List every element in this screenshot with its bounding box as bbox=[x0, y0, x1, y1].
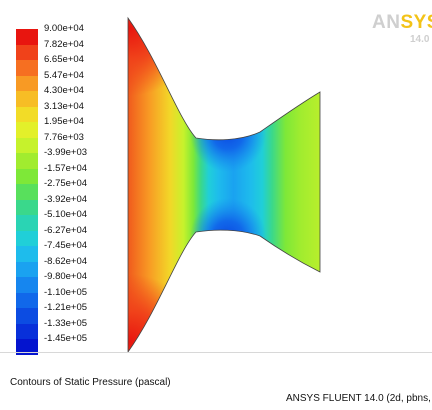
colorbar-tick-label: -1.21e+05 bbox=[44, 302, 88, 313]
colorbar-tick-label: -6.27e+04 bbox=[44, 224, 88, 236]
colorbar-swatch bbox=[16, 199, 38, 215]
colorbar-swatch bbox=[16, 246, 38, 262]
logo-highlight: SYS bbox=[400, 12, 432, 33]
colorbar-tick-label: 7.82e+04 bbox=[44, 38, 84, 50]
colorbar-tick-label: 3.13e+04 bbox=[44, 100, 84, 112]
colorbar-swatch bbox=[16, 106, 38, 122]
logo-prefix: AN bbox=[372, 12, 401, 33]
colorbar-swatch bbox=[16, 29, 38, 45]
colorbar-swatch bbox=[16, 292, 38, 308]
colorbar-swatch bbox=[16, 44, 38, 60]
colorbar-swatch bbox=[16, 308, 38, 324]
ansys-logo: ANSYS 14.0 bbox=[372, 12, 432, 52]
colorbar-swatch bbox=[16, 261, 38, 277]
colorbar-tick-label: 9.00e+04 bbox=[44, 23, 84, 34]
colorbar-tick-label: -3.92e+04 bbox=[44, 193, 88, 205]
solver-info: ANSYS FLUENT 14.0 (2d, pbns, ske) bbox=[286, 393, 432, 404]
colorbar-swatch bbox=[16, 230, 38, 246]
colorbar-tick-label: -1.10e+05 bbox=[44, 286, 88, 298]
colorbar-swatch bbox=[16, 60, 38, 76]
colorbar-tick-label: -2.75e+04 bbox=[44, 178, 88, 189]
colorbar-swatch bbox=[16, 75, 38, 91]
colorbar-swatch bbox=[16, 277, 38, 293]
colorbar-tick-label: -8.62e+04 bbox=[44, 255, 88, 267]
colorbar-swatch bbox=[16, 153, 38, 169]
colorbar-swatch bbox=[16, 91, 38, 107]
colorbar-tick-label: 7.76e+03 bbox=[44, 131, 84, 143]
colorbar-tick-label: 1.95e+04 bbox=[44, 116, 84, 127]
colorbar-swatch bbox=[16, 122, 38, 138]
colorbar-tick-label: -5.10e+04 bbox=[44, 209, 88, 220]
colorbar-swatch bbox=[16, 215, 38, 231]
colorbar-swatch bbox=[16, 323, 38, 339]
nozzle-contour-field bbox=[128, 18, 320, 352]
colorbar-tick-label: 5.47e+04 bbox=[44, 69, 84, 81]
colorbar-tick-label: -7.45e+04 bbox=[44, 240, 88, 251]
colorbar-tick-label: -1.45e+05 bbox=[44, 333, 88, 344]
colorbar-swatch bbox=[16, 339, 38, 355]
colorbar-swatch bbox=[16, 137, 38, 153]
logo-version: 14.0 bbox=[410, 34, 430, 45]
colorbar-swatch bbox=[16, 184, 38, 200]
colorbar-tick-label: -1.57e+04 bbox=[44, 162, 88, 174]
nozzle-outline bbox=[127, 16, 321, 352]
pressure-contour-plot bbox=[127, 16, 321, 352]
colorbar-swatch bbox=[16, 168, 38, 184]
colorbar-tick-label: -3.99e+03 bbox=[44, 147, 88, 158]
plot-caption: Contours of Static Pressure (pascal) bbox=[10, 377, 171, 388]
footer-divider bbox=[0, 352, 432, 353]
colorbar-tick-label: -9.80e+04 bbox=[44, 271, 88, 282]
colorbar-tick-label: 6.65e+04 bbox=[44, 54, 84, 65]
colorbar-tick-label: -1.33e+05 bbox=[44, 317, 88, 329]
colorbar-tick-label: 4.30e+04 bbox=[44, 85, 84, 96]
